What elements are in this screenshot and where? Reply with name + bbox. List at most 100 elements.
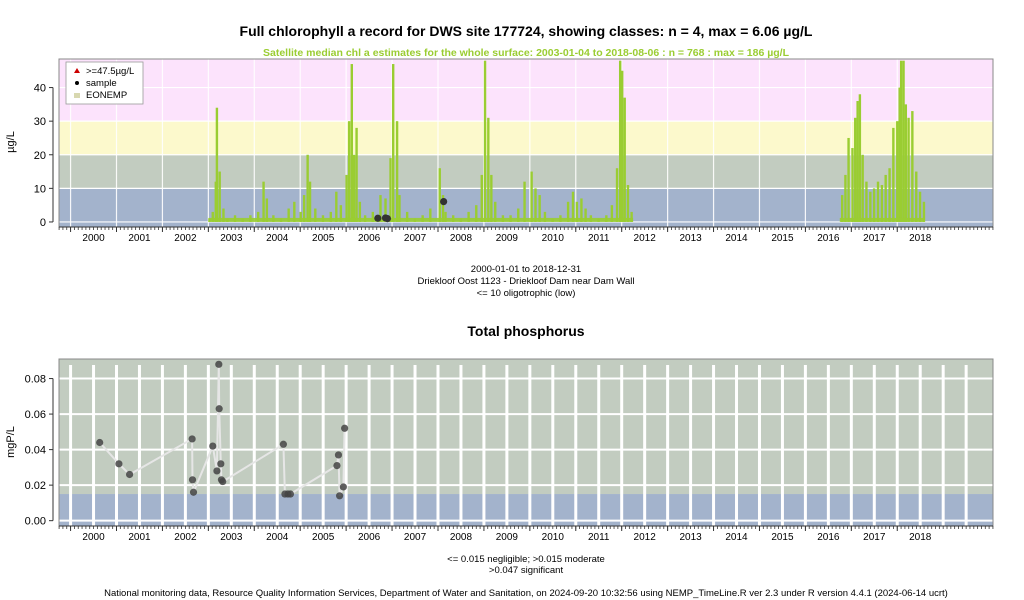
eonemp-bar	[467, 211, 470, 222]
x-tick-label: 2016	[817, 233, 840, 244]
eonemp-bar	[571, 191, 575, 222]
eonemp-bar	[494, 201, 497, 222]
x-tick-label: 2011	[588, 532, 610, 543]
eonemp-bar	[840, 195, 844, 222]
y-tick-label: 0	[40, 217, 46, 229]
y-tick-label: 0.06	[25, 409, 46, 421]
eonemp-bar	[922, 201, 926, 222]
eonemp-bar	[441, 195, 445, 222]
eonemp-bar	[911, 111, 914, 222]
sample-point	[440, 197, 448, 206]
eonemp-bar	[530, 171, 533, 222]
chart1-y-axis-label: µg/L	[5, 131, 17, 153]
eonemp-bar	[371, 211, 375, 222]
eonemp-bar	[904, 104, 908, 222]
legend-label-eonemp: EONEMP	[86, 90, 127, 101]
class-band	[59, 59, 993, 122]
eonemp-bar	[299, 211, 302, 222]
x-tick-label: 2003	[220, 233, 243, 244]
x-tick-label: 2018	[909, 233, 932, 244]
eonemp-bar	[395, 121, 399, 222]
eonemp-bar	[358, 201, 362, 222]
eonemp-bar	[872, 188, 876, 222]
eonemp-bar	[398, 195, 401, 222]
x-tick-label: 2007	[404, 233, 427, 244]
eonemp-bar	[335, 191, 338, 222]
x-tick-label: 2004	[266, 532, 289, 543]
eonemp-bar	[391, 64, 395, 222]
eonemp-bar	[384, 198, 387, 222]
x-tick-label: 2016	[817, 532, 840, 543]
eonemp-bar	[580, 198, 583, 222]
eonemp-bar	[480, 174, 483, 222]
x-tick-label: 2006	[358, 532, 381, 543]
chart2-note-classes: <= 0.015 negligible; >0.015 moderate	[447, 554, 605, 565]
eonemp-bar	[865, 181, 868, 222]
chart2-y-axis-label: mgP/L	[5, 426, 17, 458]
eonemp-bar	[626, 185, 630, 222]
eonemp-bar	[222, 208, 225, 222]
eonemp-bar	[438, 168, 441, 222]
chart2-grid	[59, 365, 993, 526]
eonemp-bar	[405, 211, 409, 222]
x-tick-label: 2013	[679, 532, 702, 543]
eonemp-bar	[218, 171, 221, 222]
eonemp-bar	[329, 211, 332, 222]
eonemp-bar	[256, 211, 260, 222]
eonemp-bar	[287, 208, 290, 222]
x-tick-label: 2000	[82, 233, 105, 244]
eonemp-bar	[630, 211, 633, 222]
x-tick-label: 2008	[450, 532, 473, 543]
chart1-x-axis: 2000 2001 2002 2003 2004 2005 2006 2007 2008 2009…	[58, 226, 994, 244]
legend-label-sample: sample	[86, 78, 117, 89]
x-tick-label: 2018	[909, 532, 932, 543]
eonemp-bar	[379, 195, 382, 222]
eonemp-bar	[345, 174, 348, 222]
eonemp-bar	[902, 60, 905, 222]
eonemp-bar	[211, 211, 214, 222]
eonemp-bar	[523, 181, 526, 222]
y-tick-label: 0.00	[25, 516, 46, 528]
tp-point	[188, 476, 197, 484]
class-band	[59, 121, 993, 155]
x-tick-label: 2004	[266, 233, 289, 244]
chart1-y-axis: 0 10 20 30 40	[34, 83, 54, 229]
x-tick-label: 2015	[771, 233, 794, 244]
eonemp-bar	[339, 205, 343, 222]
legend-square-icon	[74, 93, 80, 98]
eonemp-bar	[566, 201, 570, 222]
x-tick-label: 2012	[634, 233, 657, 244]
x-tick-label: 2012	[634, 532, 657, 543]
x-tick-label: 2003	[220, 532, 243, 543]
chart1-title: Full chlorophyll a record for DWS site 1…	[240, 23, 813, 39]
x-tick-label: 2000	[82, 532, 105, 543]
x-tick-label: 2017	[863, 532, 886, 543]
tp-point	[335, 492, 344, 500]
eonemp-bar	[851, 148, 854, 222]
eonemp-bar	[618, 60, 622, 222]
eonemp-bar	[355, 127, 358, 222]
sample-point	[383, 215, 392, 223]
sample-point	[374, 214, 382, 222]
eonemp-bar	[262, 181, 265, 222]
tp-point	[219, 477, 227, 486]
tp-line	[98, 364, 346, 497]
eonemp-baseline	[839, 217, 925, 222]
tp-point	[215, 405, 223, 413]
chart1-subtitle: Satellite median chl a estimates for the…	[263, 47, 790, 59]
x-tick-label: 2002	[174, 233, 197, 244]
eonemp-bar	[543, 211, 547, 222]
chart2-series-points	[96, 360, 349, 500]
x-tick-label: 2011	[588, 233, 610, 244]
eonemp-bar	[861, 154, 864, 222]
eonemp-bar	[869, 191, 872, 222]
chart1-note-date-range: 2000-01-01 to 2018-12-31	[471, 264, 581, 275]
tp-point	[339, 483, 347, 491]
x-tick-label: 2005	[312, 233, 335, 244]
legend-label-threshold: >=47.5µg/L	[86, 66, 134, 77]
y-tick-label: 30	[34, 116, 46, 128]
eonemp-bar	[876, 181, 880, 222]
eonemp-bar	[352, 154, 356, 222]
eonemp-bar	[293, 201, 296, 222]
